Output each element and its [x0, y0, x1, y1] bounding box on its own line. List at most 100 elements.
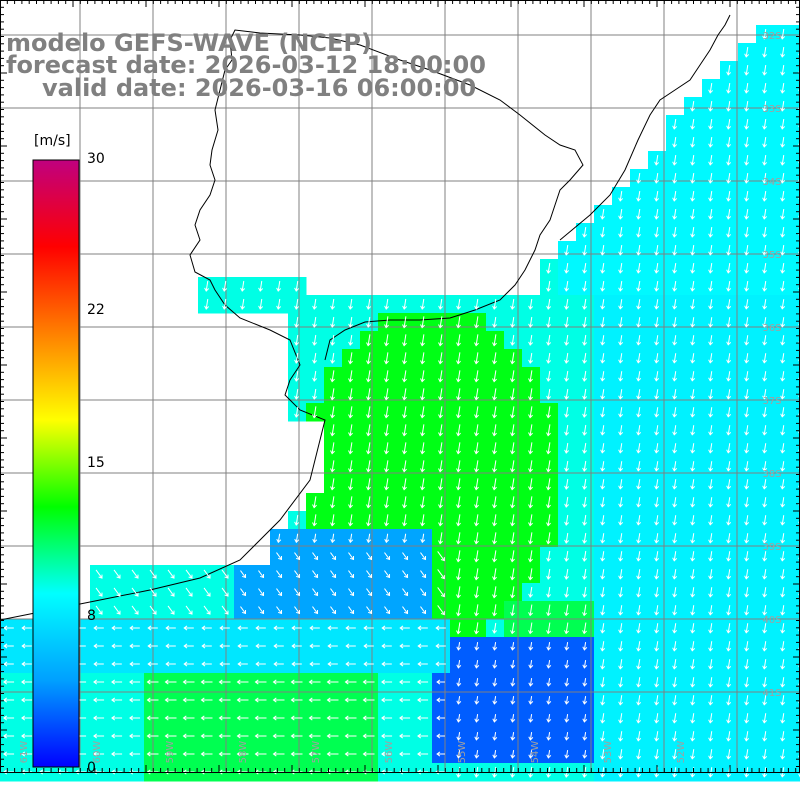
- wind-arrow: [744, 623, 750, 634]
- wind-arrow: [708, 659, 714, 670]
- wind-arrow: [399, 661, 410, 667]
- wind-arrow: [510, 442, 515, 455]
- wind-arrow: [474, 298, 480, 310]
- wind-arrow: [618, 263, 624, 274]
- wind-arrow: [438, 514, 443, 527]
- wind-arrow: [436, 751, 445, 757]
- wind-arrow: [564, 514, 570, 526]
- wind-arrow: [312, 370, 318, 382]
- lat-label: 38S: [762, 469, 781, 480]
- wind-arrow: [366, 298, 372, 310]
- wind-arrow: [492, 678, 498, 687]
- wind-arrow: [672, 317, 678, 328]
- wind-arrow: [762, 263, 768, 274]
- wind-arrow: [402, 370, 407, 383]
- lat-label: 36S: [762, 323, 781, 334]
- wind-arrow: [528, 714, 534, 723]
- wind-arrow: [528, 732, 534, 741]
- lat-label: 41S: [762, 688, 781, 699]
- wind-arrow: [726, 551, 732, 562]
- wind-arrow: [309, 661, 320, 667]
- wind-arrow: [690, 659, 696, 670]
- wind-arrow: [167, 587, 175, 597]
- wind-arrow: [200, 715, 213, 721]
- wind-arrow: [129, 679, 141, 685]
- wind-arrow: [149, 587, 157, 597]
- wind-arrow: [690, 227, 696, 238]
- wind-arrow: [636, 551, 642, 562]
- wind-arrow: [201, 643, 212, 649]
- wind-arrow: [780, 47, 786, 58]
- wind-arrow: [276, 552, 283, 561]
- wind-arrow: [546, 280, 552, 292]
- wind-arrow: [528, 678, 534, 687]
- wind-arrow: [780, 101, 786, 112]
- wind-arrow: [780, 317, 786, 328]
- wind-arrow: [474, 604, 479, 617]
- wind-arrow: [492, 388, 497, 401]
- wind-arrow: [312, 552, 319, 561]
- wind-arrow: [744, 497, 750, 508]
- wind-arrow: [744, 515, 750, 526]
- wind-arrow: [582, 316, 588, 328]
- wind-arrow: [636, 263, 642, 274]
- wind-arrow: [147, 643, 158, 649]
- lon-label: 58W: [238, 741, 249, 764]
- wind-arrow: [546, 478, 551, 491]
- wind-arrow: [420, 406, 425, 419]
- wind-arrow: [3, 715, 15, 721]
- wind-arrow: [129, 751, 141, 757]
- wind-arrow: [420, 298, 426, 310]
- wind-arrow: [456, 714, 462, 723]
- wind-arrow: [654, 569, 660, 580]
- wind-arrow: [276, 570, 283, 579]
- wind-arrow: [672, 389, 678, 400]
- wind-arrow: [564, 622, 569, 635]
- wind-arrow: [546, 532, 551, 545]
- wind-arrow: [21, 751, 33, 757]
- wind-arrow: [618, 695, 624, 706]
- wind-arrow: [708, 137, 714, 148]
- wind-arrow: [417, 661, 428, 667]
- wind-arrow: [258, 606, 265, 615]
- wind-arrow: [344, 679, 357, 685]
- wind-arrow: [546, 496, 551, 509]
- wind-arrow: [546, 352, 552, 364]
- wind-arrow: [582, 245, 588, 256]
- wind-arrow: [456, 496, 461, 509]
- wind-arrow: [726, 569, 732, 580]
- wind-arrow: [582, 696, 588, 705]
- wind-arrow: [510, 298, 516, 310]
- wind-arrow: [690, 245, 696, 256]
- wind-arrow: [762, 407, 768, 418]
- wind-arrow: [492, 660, 498, 669]
- wind-arrow: [474, 388, 479, 401]
- wind-arrow: [291, 661, 302, 667]
- wind-arrow: [780, 551, 786, 562]
- wind-arrow: [744, 173, 750, 184]
- wind-arrow: [417, 715, 429, 721]
- wind-arrow: [546, 750, 552, 759]
- wind-arrow: [384, 352, 389, 365]
- wind-arrow: [294, 370, 300, 382]
- wind-arrow: [744, 551, 750, 562]
- wind-arrow: [726, 731, 732, 742]
- wind-arrow: [456, 406, 461, 419]
- wind-arrow: [762, 227, 768, 238]
- wind-arrow: [510, 750, 516, 759]
- wind-arrow: [294, 298, 300, 310]
- wind-arrow: [330, 352, 336, 364]
- lon-label: 57W: [311, 741, 322, 764]
- wind-arrow: [744, 695, 750, 706]
- wind-arrow: [672, 551, 678, 562]
- wind-arrow: [636, 371, 642, 382]
- wind-arrow: [744, 389, 750, 400]
- wind-arrow: [528, 622, 533, 635]
- wind-arrow: [708, 533, 714, 544]
- wind-arrow: [510, 568, 515, 581]
- wind-arrow: [384, 570, 391, 579]
- wind-arrow: [312, 588, 319, 597]
- wind-arrow: [672, 731, 678, 742]
- wind-arrow: [492, 316, 498, 328]
- wind-arrow: [564, 406, 570, 418]
